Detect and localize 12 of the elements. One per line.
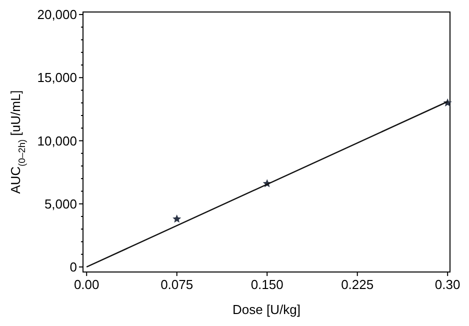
x-tick-label: 0.150 [250,277,284,292]
y-tick-label: 0 [70,260,77,274]
x-axis-title: Dose [U/kg] [232,302,300,317]
y-tick-label: 5,000 [44,196,77,212]
y-tick-label: 20,000 [37,7,77,22]
point [172,214,182,223]
y-tick-label: 15,000 [37,70,77,86]
x-tick-label: 0.075 [160,277,194,292]
x-tick-label: 0.225 [341,277,374,292]
x-tick-label: 0.00 [74,277,100,292]
x-tick-label: 0.30 [434,277,460,292]
y-tick-label: 10,000 [37,133,77,148]
